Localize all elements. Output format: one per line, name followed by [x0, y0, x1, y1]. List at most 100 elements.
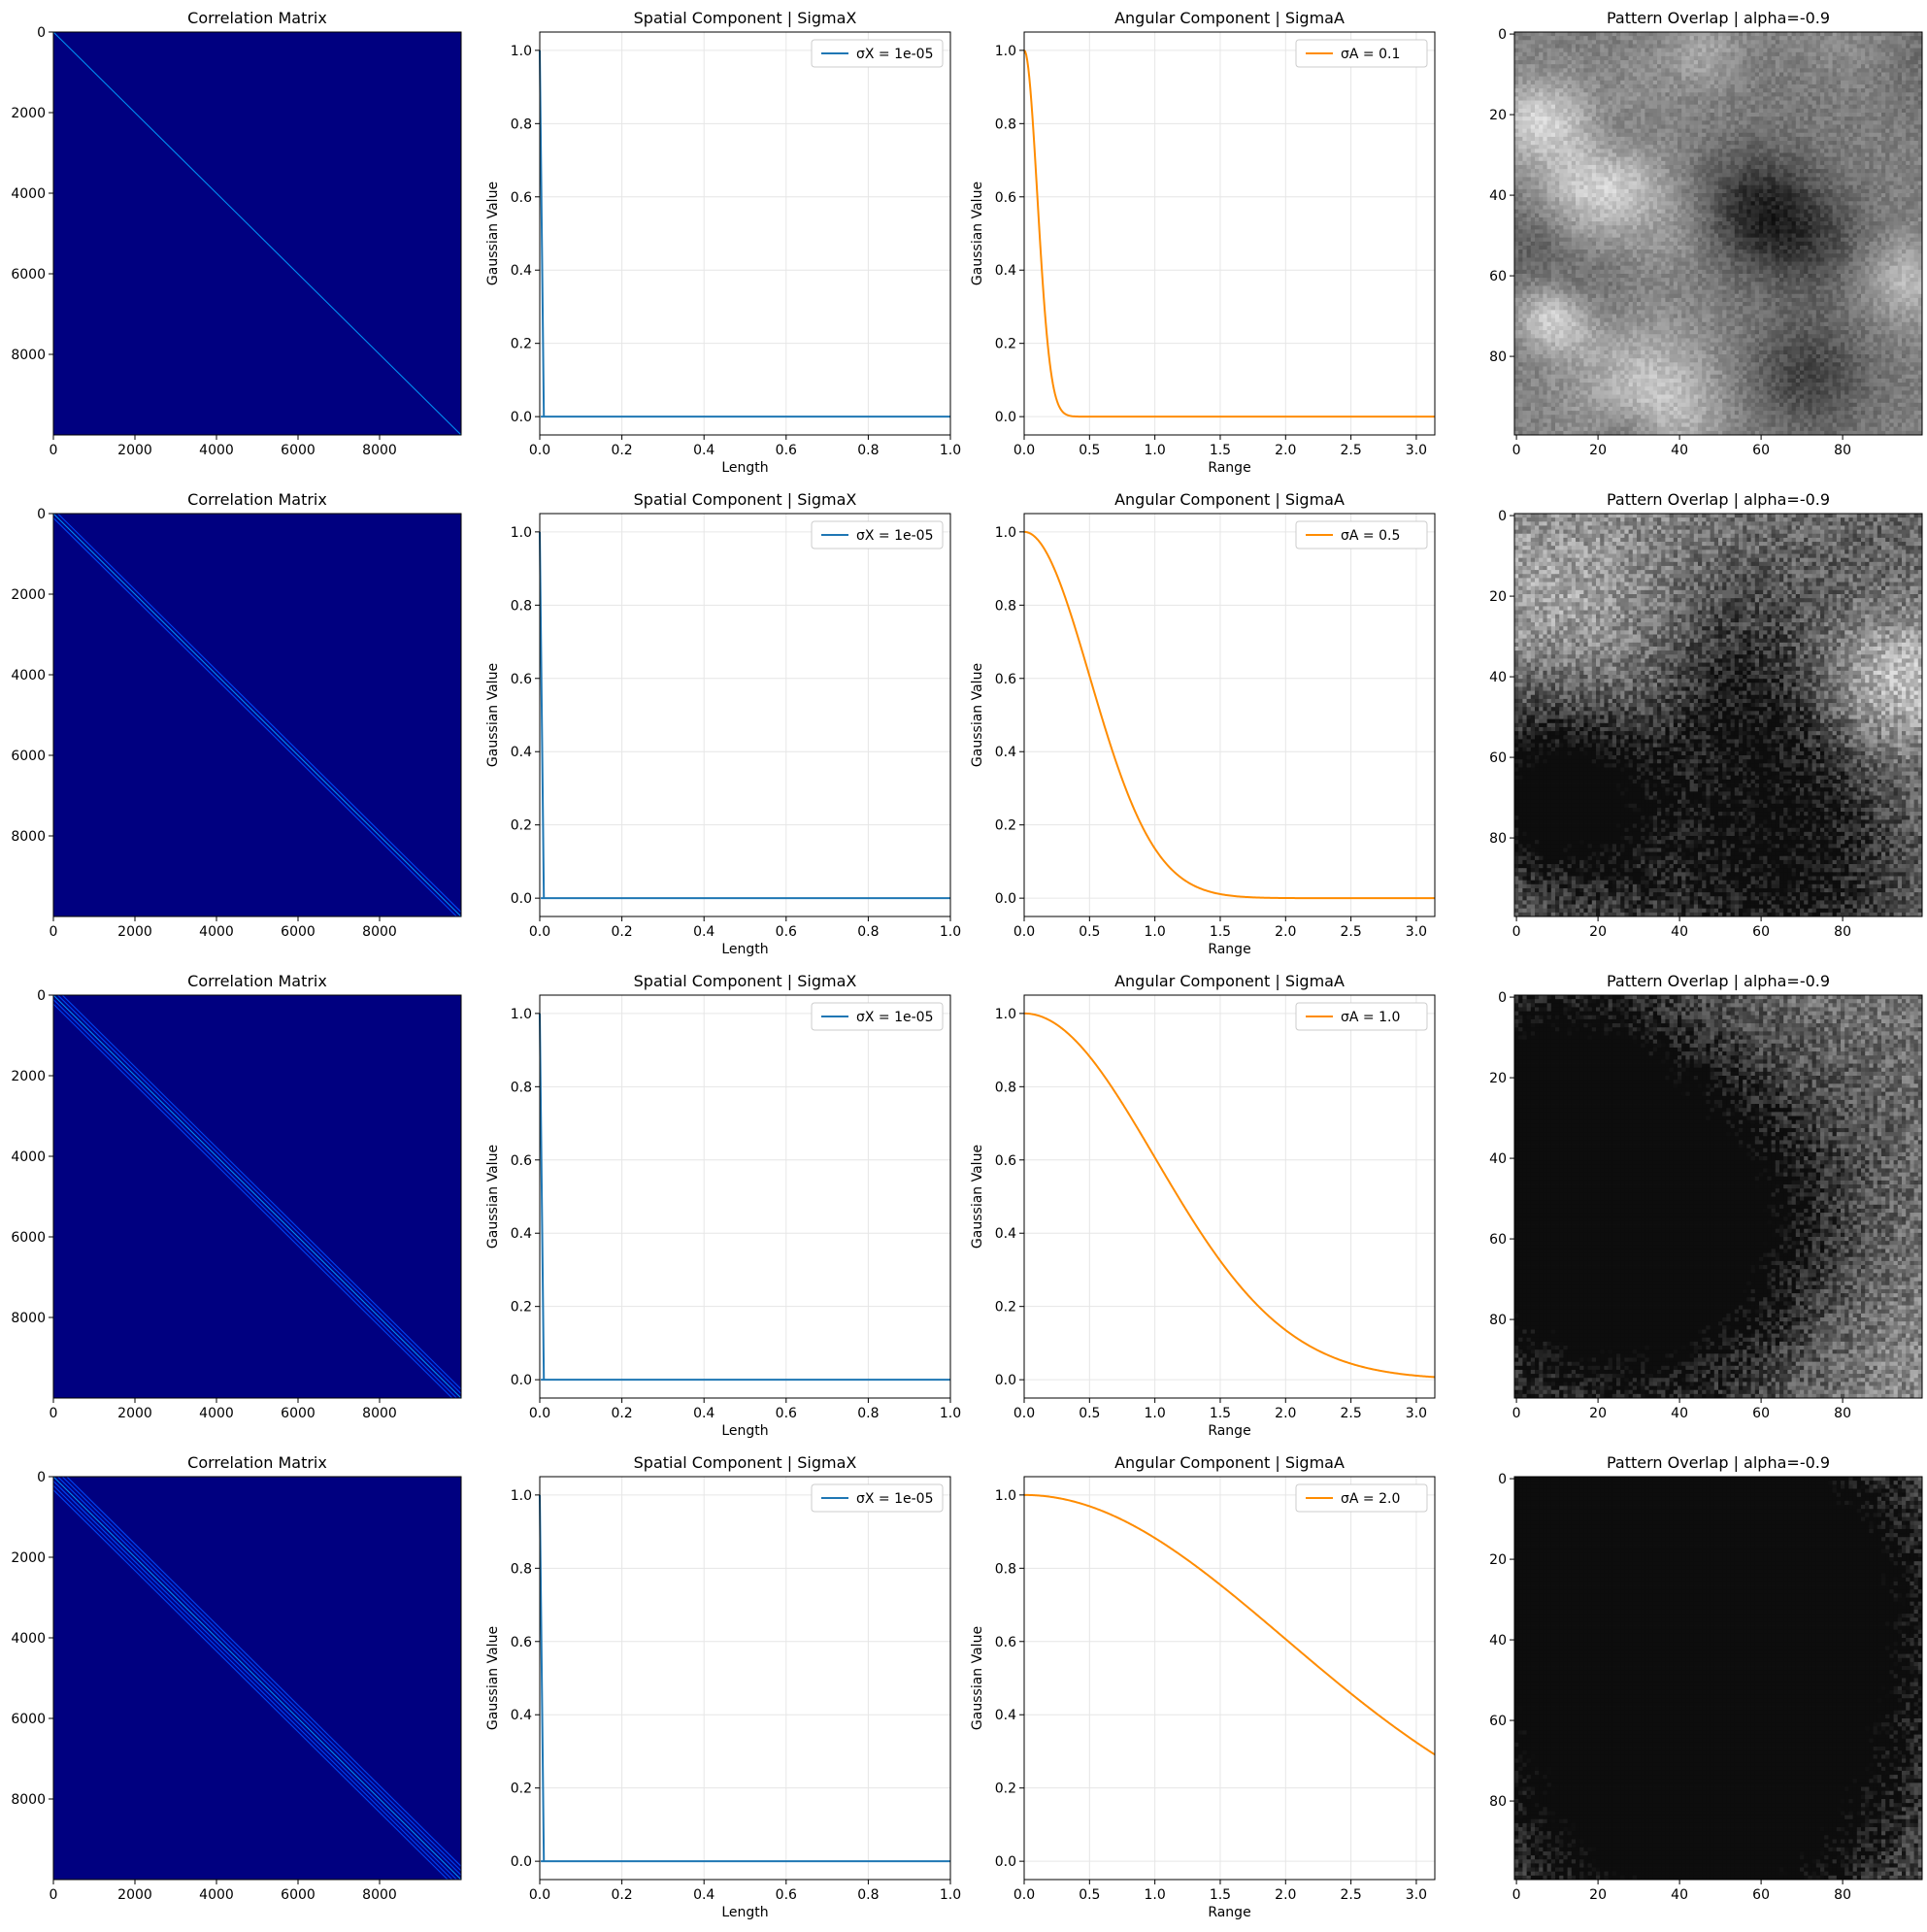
- pattern-pixel: [1767, 165, 1772, 170]
- pattern-pixel: [1653, 44, 1658, 49]
- pattern-pixel: [1551, 109, 1556, 114]
- pattern-pixel: [1833, 64, 1838, 69]
- pattern-pixel: [1844, 44, 1849, 49]
- pattern-pixel: [1661, 44, 1666, 49]
- pattern-pixel: [1718, 36, 1723, 41]
- pattern-pixel: [1820, 81, 1825, 85]
- pattern-pixel: [1624, 77, 1629, 82]
- pattern-pixel: [1547, 124, 1552, 129]
- pattern-pixel: [1531, 129, 1536, 134]
- pattern-pixel: [1767, 32, 1772, 37]
- pattern-pixel: [1735, 88, 1740, 93]
- pattern-pixel: [1543, 149, 1547, 153]
- pattern-pixel: [1853, 60, 1858, 65]
- pattern-pixel: [1612, 81, 1617, 85]
- pattern-pixel: [1783, 129, 1788, 134]
- pattern-pixel: [1861, 129, 1866, 134]
- pattern-pixel: [1787, 149, 1792, 153]
- pattern-pixel: [1633, 157, 1638, 162]
- pattern-pixel: [1787, 44, 1792, 49]
- pattern-pixel: [1559, 165, 1564, 170]
- pattern-pixel: [1772, 88, 1777, 93]
- axes-frame: [1024, 32, 1435, 435]
- pattern-pixel: [1755, 92, 1760, 97]
- pattern-pixel: [1841, 73, 1845, 78]
- pattern-pixel: [1800, 32, 1805, 37]
- pattern-pixel: [1718, 73, 1723, 78]
- pattern-pixel: [1596, 117, 1601, 121]
- pattern-pixel: [1906, 149, 1910, 153]
- x-tick-label: 0.0: [1013, 443, 1035, 458]
- pattern-pixel: [1914, 105, 1919, 110]
- pattern-pixel: [1527, 157, 1532, 162]
- pattern-pixel: [1596, 145, 1601, 150]
- pattern-pixel: [1885, 145, 1890, 150]
- pattern-pixel: [1522, 177, 1527, 182]
- pattern-pixel: [1718, 169, 1723, 174]
- pattern-pixel: [1674, 101, 1678, 106]
- pattern-pixel: [1522, 84, 1527, 89]
- pattern-pixel: [1641, 64, 1645, 69]
- pattern-pixel: [1588, 109, 1593, 114]
- pattern-pixel: [1735, 44, 1740, 49]
- pattern-pixel: [1881, 145, 1886, 150]
- pattern-pixel: [1902, 157, 1907, 162]
- pattern-pixel: [1800, 109, 1805, 114]
- pattern-pixel: [1624, 109, 1629, 114]
- pattern-pixel: [1653, 77, 1658, 82]
- pattern-pixel: [1629, 141, 1634, 146]
- pattern-pixel: [1767, 49, 1772, 53]
- pattern-pixel: [1731, 161, 1736, 166]
- pattern-pixel: [1804, 88, 1809, 93]
- pattern-pixel: [1588, 133, 1593, 138]
- pattern-pixel: [1898, 88, 1903, 93]
- pattern-pixel: [1620, 124, 1625, 129]
- pattern-pixel: [1547, 81, 1552, 85]
- pattern-pixel: [1522, 113, 1527, 117]
- pattern-pixel: [1657, 36, 1662, 41]
- pattern-pixel: [1531, 137, 1536, 142]
- pattern-pixel: [1690, 157, 1695, 162]
- pattern-pixel: [1894, 145, 1899, 150]
- pattern-pixel: [1885, 68, 1890, 73]
- pattern-pixel: [1706, 157, 1711, 162]
- x-tick-label: 0.4: [693, 443, 714, 458]
- pattern-pixel: [1800, 137, 1805, 142]
- pattern-pixel: [1746, 165, 1751, 170]
- pattern-pixel: [1559, 137, 1564, 142]
- pattern-pixel: [1522, 109, 1527, 114]
- pattern-pixel: [1828, 88, 1833, 93]
- pattern-pixel: [1711, 109, 1715, 114]
- series-line: [540, 50, 950, 416]
- pattern-pixel: [1629, 120, 1634, 125]
- pattern-pixel: [1816, 32, 1821, 37]
- pattern-pixel: [1796, 133, 1801, 138]
- pattern-pixel: [1604, 92, 1609, 97]
- pattern-pixel: [1800, 117, 1805, 121]
- pattern-pixel: [1518, 88, 1523, 93]
- pattern-pixel: [1670, 56, 1675, 61]
- pattern-pixel: [1609, 109, 1613, 114]
- pattern-pixel: [1522, 120, 1527, 125]
- pattern-pixel: [1551, 177, 1556, 182]
- pattern-pixel: [1649, 169, 1654, 174]
- pattern-pixel: [1910, 124, 1914, 129]
- pattern-pixel: [1609, 81, 1613, 85]
- pattern-pixel: [1678, 101, 1682, 106]
- pattern-pixel: [1535, 141, 1540, 146]
- pattern-pixel: [1702, 32, 1707, 37]
- pattern-pixel: [1722, 129, 1727, 134]
- pattern-pixel: [1865, 96, 1870, 101]
- pattern-pixel: [1714, 153, 1719, 158]
- pattern-pixel: [1844, 145, 1849, 150]
- pattern-pixel: [1894, 96, 1899, 101]
- pattern-pixel: [1885, 120, 1890, 125]
- pattern-pixel: [1772, 60, 1777, 65]
- pattern-pixel: [1698, 157, 1703, 162]
- pattern-pixel: [1828, 120, 1833, 125]
- pattern-pixel: [1609, 49, 1613, 53]
- pattern-pixel: [1828, 68, 1833, 73]
- pattern-pixel: [1808, 149, 1812, 153]
- pattern-pixel: [1616, 40, 1621, 45]
- pattern-pixel: [1576, 169, 1580, 174]
